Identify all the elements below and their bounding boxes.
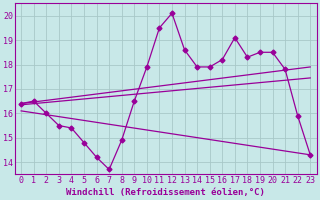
X-axis label: Windchill (Refroidissement éolien,°C): Windchill (Refroidissement éolien,°C): [66, 188, 265, 197]
